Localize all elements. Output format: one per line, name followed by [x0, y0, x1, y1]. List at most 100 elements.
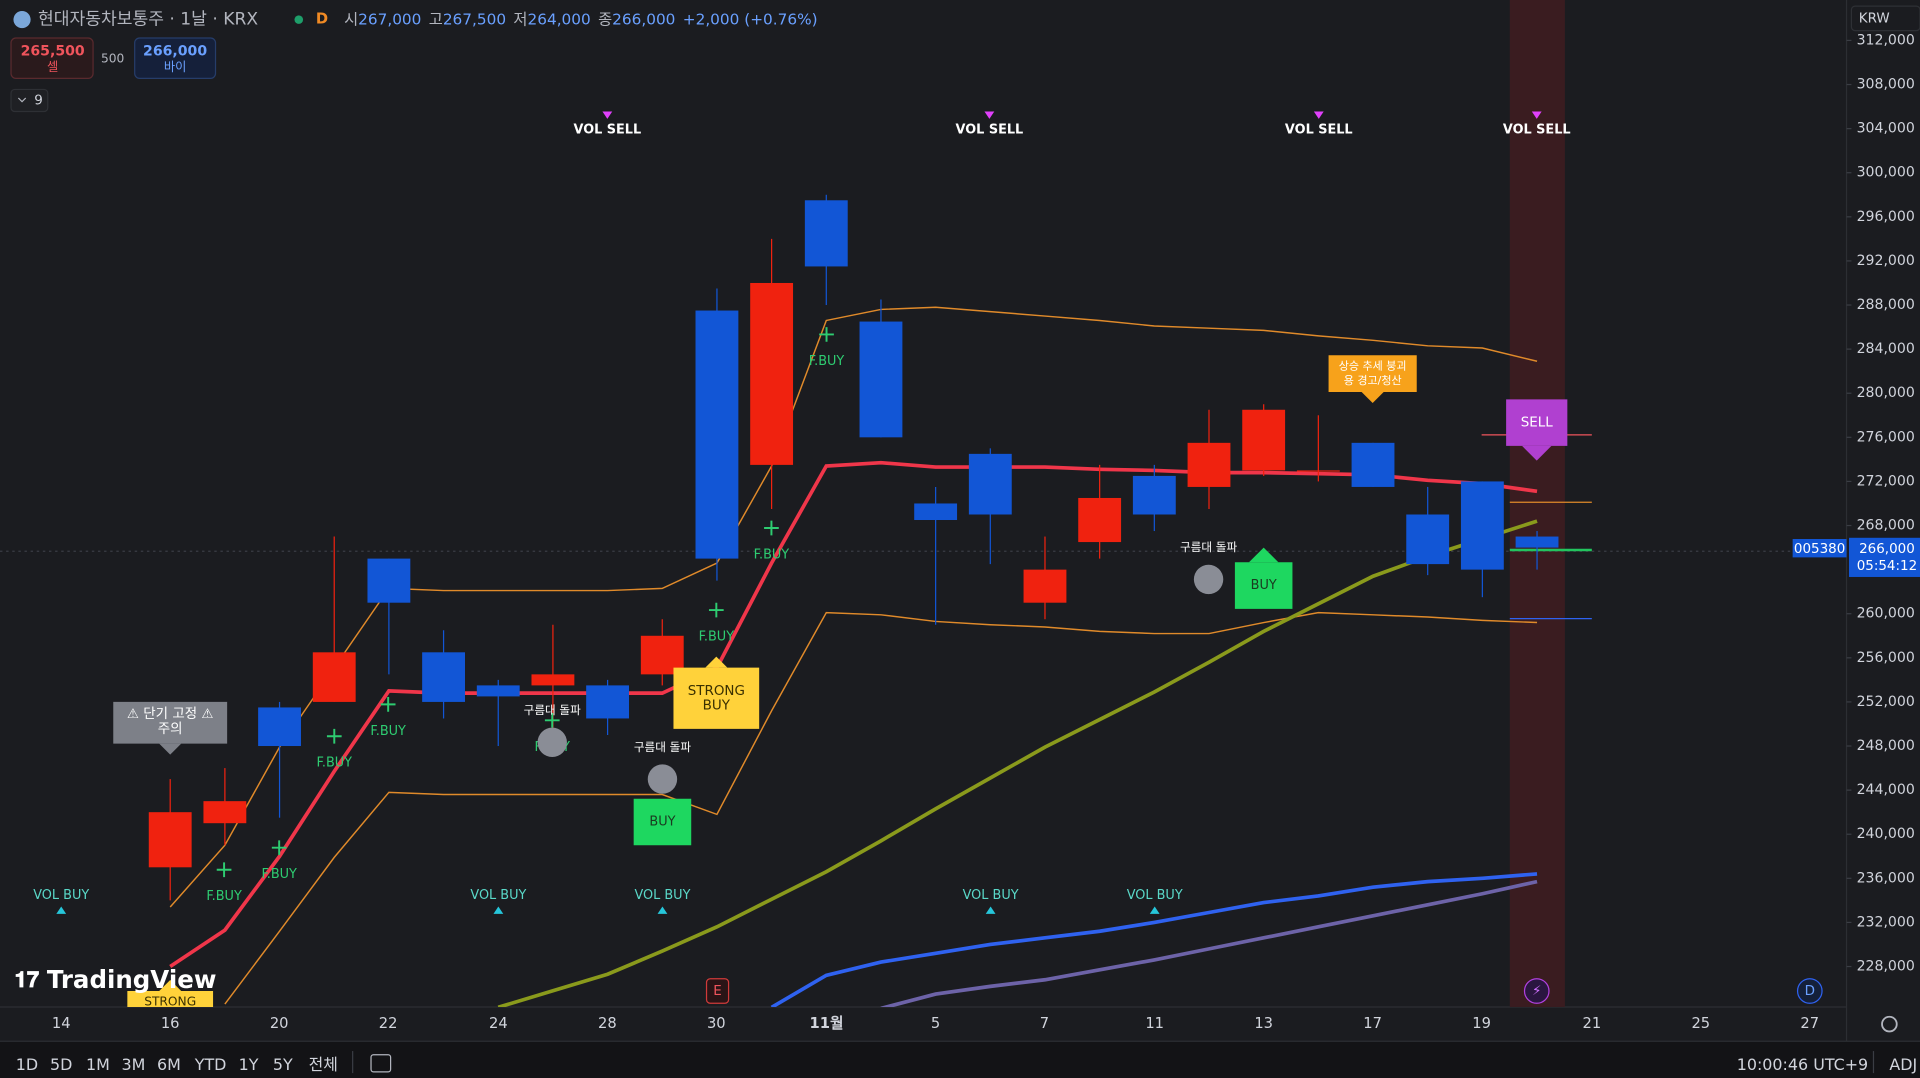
buy-triangle — [985, 906, 996, 914]
indicator-line — [497, 519, 1538, 1007]
indicator-toggle[interactable] — [10, 88, 49, 113]
price-label: 280,000 — [1857, 385, 1915, 401]
settings-icon[interactable] — [1881, 1015, 1898, 1033]
candle-body — [1460, 481, 1504, 570]
price-label: 300,000 — [1857, 165, 1915, 181]
symbol: 현대자동차보통주 · 1날 · KRX — [38, 10, 258, 30]
sell-button[interactable] — [10, 37, 94, 80]
signal-text: ⚠ 단기 고정 ⚠ — [127, 706, 214, 722]
signal-text: STRONG — [144, 995, 196, 1009]
plus-icon — [271, 840, 287, 856]
candle-body — [1242, 409, 1286, 471]
signal-text: F.BUY — [261, 867, 297, 882]
currency: KRW — [1859, 10, 1890, 26]
sell-box-arrow — [1522, 445, 1552, 461]
price-label: 308,000 — [1857, 77, 1915, 93]
time-label: 28 — [598, 1015, 617, 1032]
plot: VOL SELL VOL SELL VOL SELL VOL SELL VOL BUY V… — [33, 111, 1592, 1009]
signal-text: VOL SELL — [956, 122, 1024, 137]
plus-icon — [819, 327, 834, 342]
flag: D — [316, 11, 328, 28]
range-button[interactable]: 1Y — [239, 1055, 259, 1074]
price-label: 228,000 — [1857, 959, 1915, 975]
range-button[interactable]: 전체 — [309, 1055, 338, 1074]
price-label: 256,000 — [1857, 650, 1915, 666]
code-box — [1792, 539, 1847, 558]
last-price-box — [1848, 537, 1920, 577]
signal-text: 주의 — [158, 721, 183, 737]
cloud-dot — [537, 727, 567, 758]
buy-triangle — [493, 906, 504, 914]
signal-text: 구름대 돌파 — [634, 740, 691, 754]
label: 고 — [429, 10, 443, 28]
price-label: 248,000 — [1857, 738, 1915, 754]
signal-text: 구름대 돌파 — [524, 703, 581, 717]
range-button[interactable]: 1M — [86, 1055, 110, 1074]
earnings-marker[interactable] — [705, 978, 730, 1004]
time-label: 11 — [1145, 1015, 1164, 1032]
signal-text: BUY — [1251, 578, 1277, 593]
signal-text: F.BUY — [206, 889, 242, 904]
range-button[interactable]: 3M — [122, 1055, 146, 1074]
plus-icon — [380, 697, 396, 712]
signal-text: 구름대 돌파 — [1180, 540, 1237, 554]
status-dot — [294, 15, 304, 24]
warning-box — [113, 701, 228, 744]
time-label: 27 — [1800, 1015, 1819, 1032]
candle-body — [695, 310, 739, 559]
logo: 𝟏𝟕 TradingView — [15, 965, 217, 994]
strong-buy-box-arrow — [159, 980, 182, 992]
price-label: 232,000 — [1857, 914, 1915, 930]
calendar-icon[interactable] — [370, 1054, 392, 1073]
countdown: 05:54:12 — [1857, 558, 1917, 574]
change: +2,000 (+0.76%) — [683, 10, 818, 28]
candle-body — [476, 685, 520, 697]
signal-text: F.BUY — [809, 354, 845, 369]
symbol-icon — [13, 11, 31, 29]
marker-label: E — [713, 983, 722, 999]
range-button[interactable]: 1D — [16, 1055, 38, 1074]
adj[interactable]: ADJ — [1889, 1055, 1917, 1074]
range-button[interactable]: 6M — [157, 1055, 181, 1074]
buy-box-arrow — [1248, 547, 1279, 563]
buy-triangle — [1149, 906, 1160, 914]
time-label: 25 — [1691, 1015, 1710, 1032]
time-label: 17 — [1363, 1015, 1382, 1032]
currency-select[interactable] — [1850, 5, 1920, 32]
buy-button[interactable] — [134, 37, 217, 80]
range-button[interactable]: 5D — [50, 1055, 72, 1074]
time-label: 22 — [379, 1015, 398, 1032]
candle-body — [367, 558, 411, 603]
candle-body — [258, 707, 301, 747]
dividend-marker[interactable] — [1796, 978, 1823, 1004]
candle-body — [750, 282, 794, 465]
logo-mark: 𝟏𝟕 — [15, 968, 47, 993]
signal-text: 상승 추세 붕괴 — [1339, 359, 1407, 372]
range-button[interactable]: 5Y — [273, 1055, 293, 1074]
buy-box — [1234, 562, 1293, 609]
logo-text: TradingView — [47, 965, 217, 994]
event-marker[interactable] — [1523, 978, 1550, 1004]
chevron — [17, 97, 27, 103]
time-label: 13 — [1254, 1015, 1273, 1032]
signal-text: VOL BUY — [963, 888, 1019, 903]
value: 267,000 — [358, 10, 421, 28]
signal-text: BUY — [649, 814, 675, 829]
signal-text: F.BUY — [699, 629, 735, 644]
signal-text: BUY — [703, 698, 731, 714]
candle-body — [1296, 470, 1340, 472]
warning-box-arrow — [159, 743, 182, 755]
range-button[interactable]: YTD — [194, 1055, 227, 1074]
signal-text: VOL SELL — [574, 122, 642, 137]
candle-body — [1351, 442, 1395, 487]
signal-text: F.BUY — [754, 547, 790, 562]
candle-body — [859, 321, 903, 438]
candle-body — [1515, 536, 1559, 548]
spread: 500 — [101, 51, 124, 65]
buy-triangle — [657, 906, 668, 914]
time-label: 21 — [1582, 1015, 1601, 1032]
price-label: 272,000 — [1857, 473, 1915, 489]
